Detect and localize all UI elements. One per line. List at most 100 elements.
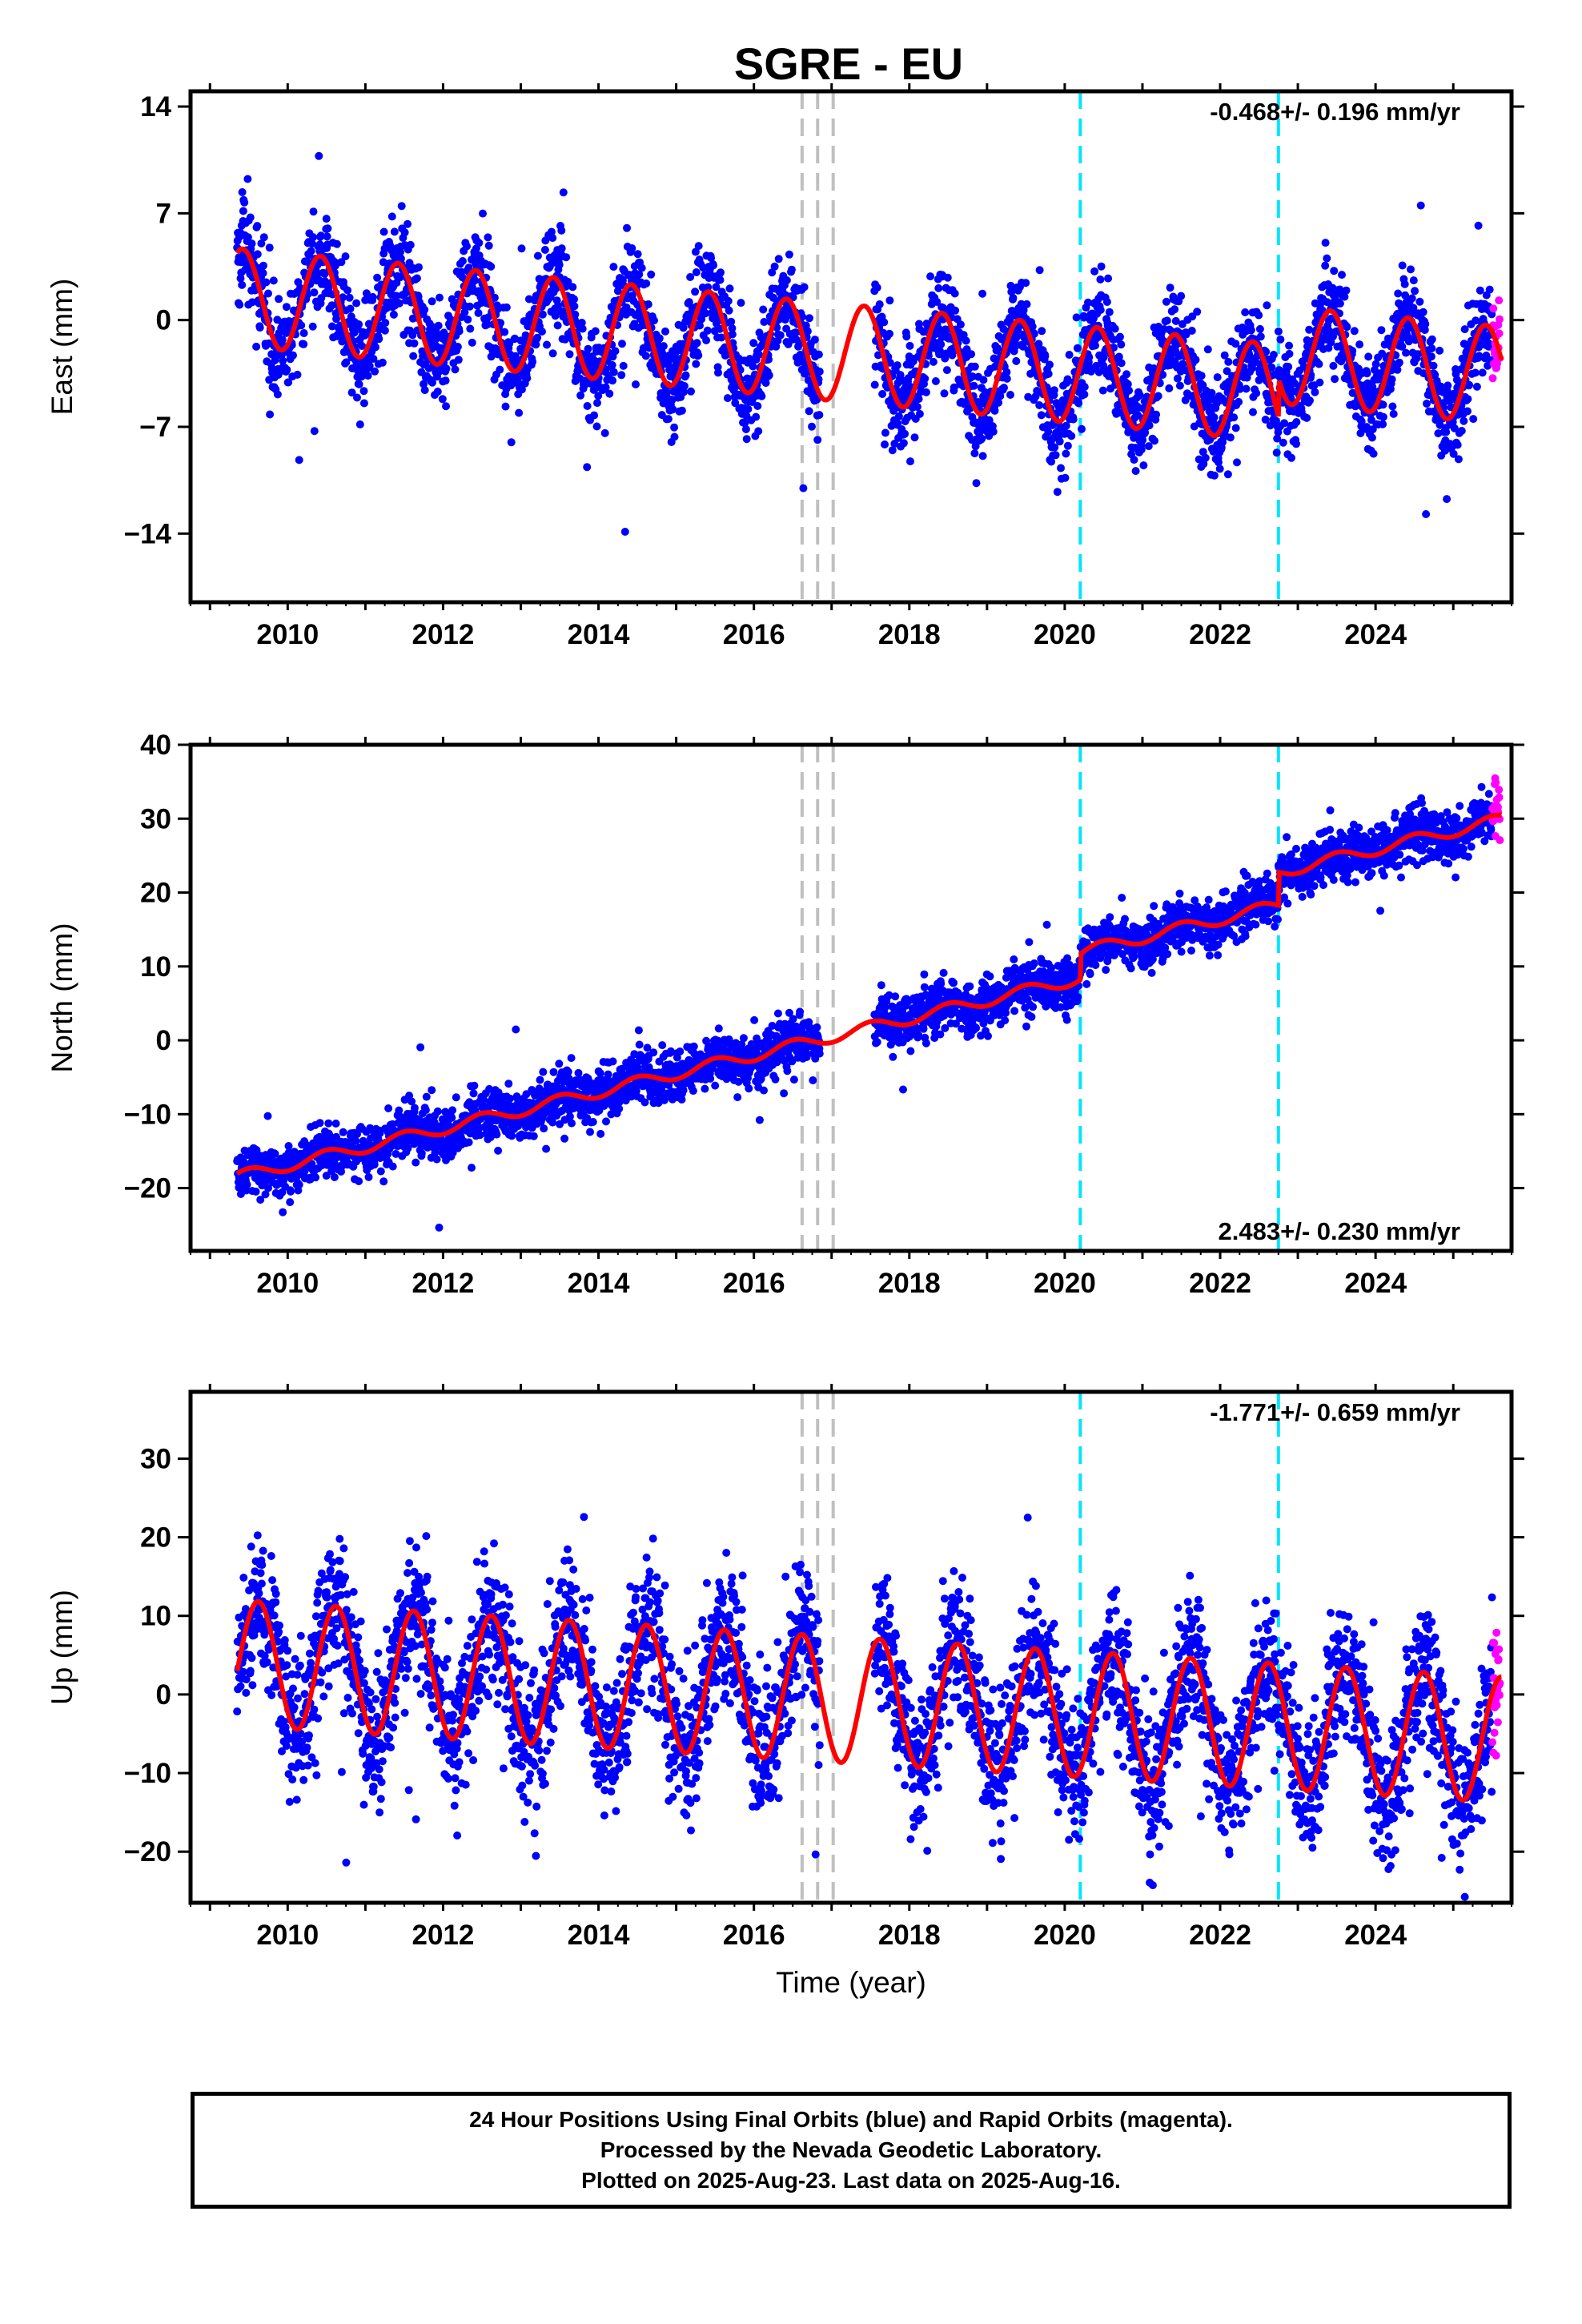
final-orbit-point: [1210, 413, 1219, 422]
final-orbit-point: [1400, 279, 1409, 288]
final-orbit-point: [1013, 332, 1022, 341]
final-orbit-point: [687, 387, 695, 396]
final-orbit-point: [1460, 416, 1468, 425]
final-orbit-point: [387, 212, 396, 221]
final-orbit-point: [404, 219, 412, 228]
final-orbit-point: [490, 293, 499, 302]
final-orbit-point: [757, 392, 766, 400]
final-orbit-point: [540, 246, 549, 254]
final-orbit-point: [543, 340, 551, 349]
final-orbit-point: [1285, 349, 1294, 358]
final-orbit-point: [1442, 428, 1451, 436]
final-orbit-point: [885, 329, 893, 338]
final-orbit-point: [559, 188, 568, 197]
final-orbit-point: [1144, 442, 1153, 451]
final-orbit-point: [591, 327, 600, 336]
x-tick-label: 2020: [1034, 619, 1096, 650]
final-orbit-point: [799, 484, 808, 493]
final-orbit-point: [707, 254, 716, 263]
final-orbit-point: [634, 1026, 643, 1035]
final-orbit-point: [1104, 274, 1113, 283]
final-orbit-point: [309, 207, 318, 216]
final-orbit-point: [870, 380, 879, 389]
final-orbit-point: [815, 368, 824, 376]
final-orbit-point: [1162, 297, 1170, 306]
final-orbit-point: [1279, 438, 1287, 447]
final-orbit-point: [1398, 261, 1407, 270]
final-orbit-point: [533, 333, 542, 342]
final-orbit-point: [552, 284, 560, 293]
final-orbit-point: [542, 1144, 551, 1153]
final-orbit-point: [989, 428, 998, 436]
final-orbit-point: [1395, 358, 1403, 367]
final-orbit-point: [1269, 351, 1278, 359]
final-orbit-point: [1224, 357, 1233, 366]
final-orbit-point: [1197, 372, 1206, 380]
final-orbit-point: [1226, 433, 1235, 442]
final-orbit-point: [1274, 327, 1283, 336]
final-orbit-point: [484, 233, 492, 242]
final-orbit-point: [508, 1132, 516, 1140]
final-orbit-point: [453, 343, 462, 351]
final-orbit-point: [810, 336, 819, 344]
final-orbit-point: [584, 344, 592, 353]
final-orbit-point: [647, 270, 656, 279]
final-orbit-point: [381, 319, 390, 328]
final-orbit-point: [617, 371, 626, 380]
final-orbit-point: [324, 1119, 333, 1128]
final-orbit-point: [659, 342, 668, 351]
final-orbit-point: [942, 366, 951, 375]
final-orbit-point: [979, 376, 988, 384]
final-orbit-point: [469, 1089, 478, 1098]
final-orbit-point: [368, 292, 377, 301]
final-orbit-point: [990, 406, 999, 415]
final-orbit-point: [1158, 371, 1167, 379]
final-orbit-point: [881, 440, 889, 448]
final-orbit-point: [915, 409, 924, 418]
final-orbit-point: [322, 215, 331, 223]
final-orbit-point: [605, 389, 614, 398]
final-orbit-point: [433, 388, 442, 396]
final-orbit-point: [337, 258, 346, 267]
final-orbit-point: [664, 415, 673, 424]
final-orbit-point: [345, 293, 354, 302]
final-orbit-point: [1105, 308, 1114, 316]
final-orbit-point: [1409, 276, 1418, 285]
final-orbit-point: [1154, 392, 1162, 400]
final-orbit-point: [611, 347, 620, 356]
final-orbit-point: [409, 352, 418, 360]
final-orbit-point: [1061, 473, 1070, 482]
rapid-orbit-point: [1489, 304, 1498, 313]
final-orbit-point: [1231, 424, 1240, 432]
final-orbit-point: [554, 301, 562, 310]
final-orbit-point: [1321, 239, 1330, 247]
final-orbit-point: [592, 422, 601, 431]
final-orbit-point: [1305, 325, 1314, 334]
final-orbit-point: [776, 331, 785, 340]
final-orbit-point: [1150, 436, 1158, 445]
final-orbit-point: [460, 308, 469, 316]
final-orbit-point: [287, 1187, 295, 1196]
final-orbit-point: [327, 322, 336, 331]
final-orbit-point: [243, 233, 252, 242]
final-orbit-point: [1062, 421, 1070, 430]
final-orbit-point: [310, 288, 319, 297]
final-orbit-point: [282, 303, 291, 312]
final-orbit-point: [341, 252, 350, 261]
final-orbit-point: [1006, 391, 1014, 399]
final-orbit-point: [1099, 353, 1108, 362]
final-orbit-point: [500, 328, 509, 336]
final-orbit-point: [728, 324, 737, 332]
final-orbit-point: [663, 388, 672, 396]
final-orbit-point: [433, 1107, 442, 1116]
final-orbit-point: [590, 411, 599, 420]
final-orbit-point: [1138, 436, 1147, 444]
final-orbit-point: [420, 305, 429, 314]
final-orbit-point: [641, 352, 650, 360]
final-orbit-point: [770, 262, 779, 271]
east-panel: 2010 2012 2014 2016 2018 2020 2022 2024−14−7071…: [46, 83, 1524, 650]
final-orbit-point: [547, 227, 556, 236]
final-orbit-point: [623, 223, 631, 232]
final-orbit-point: [642, 279, 651, 287]
final-orbit-point: [691, 247, 700, 256]
